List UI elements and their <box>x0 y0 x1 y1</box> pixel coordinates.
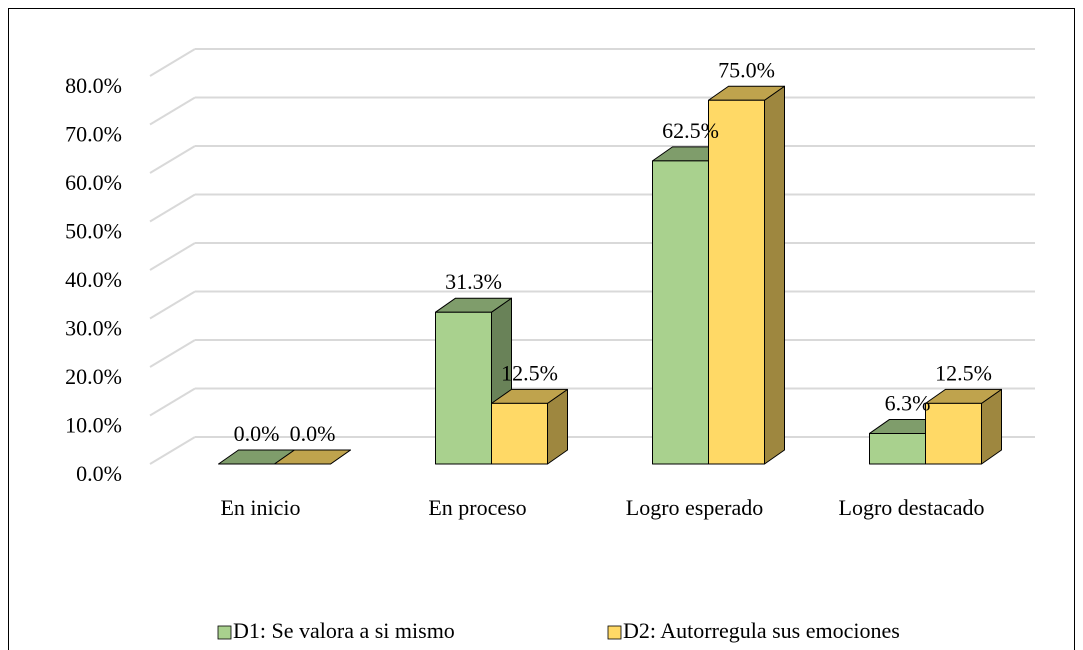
legend-label: D2: Autorregula sus emociones <box>623 618 900 643</box>
data-label: 62.5% <box>662 118 719 143</box>
bar <box>491 402 548 465</box>
grid-line <box>149 96 196 126</box>
y-tick-label: 20.0% <box>65 364 122 389</box>
grid-line <box>149 339 196 368</box>
x-tick-label: En inicio <box>220 495 301 520</box>
data-label: 31.3% <box>445 269 502 294</box>
grid-line <box>149 242 196 271</box>
legend-label: D1: Se valora a si mismo <box>233 618 455 643</box>
bar <box>435 311 492 465</box>
chart-frame <box>8 8 1075 650</box>
legend-swatch <box>607 625 622 640</box>
bar <box>925 402 982 465</box>
bar-top <box>274 449 351 465</box>
y-tick-label: 70.0% <box>65 122 122 147</box>
grid-line <box>149 145 196 174</box>
y-tick-label: 0.0% <box>76 461 122 486</box>
y-tick-label: 50.0% <box>65 219 122 244</box>
grid-line <box>149 387 196 417</box>
y-tick-label: 40.0% <box>65 267 122 292</box>
y-tick-label: 60.0% <box>65 170 122 195</box>
y-tick-label: 10.0% <box>65 413 122 438</box>
data-label: 0.0% <box>234 421 280 446</box>
data-label: 6.3% <box>885 390 931 415</box>
grid-line <box>149 436 196 465</box>
grid-line <box>149 48 196 77</box>
data-label: 0.0% <box>290 421 336 446</box>
data-label: 75.0% <box>718 57 775 82</box>
bar <box>708 99 765 465</box>
data-label: 12.5% <box>935 360 992 385</box>
bar <box>869 432 926 465</box>
legend-swatch <box>217 625 232 640</box>
x-tick-label: Logro destacado <box>838 495 985 520</box>
y-tick-label: 30.0% <box>65 316 122 341</box>
bar <box>652 160 709 465</box>
x-tick-label: En proceso <box>428 495 527 520</box>
data-label: 12.5% <box>501 360 558 385</box>
grid-line <box>149 193 196 223</box>
y-tick-label: 80.0% <box>65 73 122 98</box>
grid-line <box>149 290 196 320</box>
bar-side <box>764 85 785 465</box>
x-tick-label: Logro esperado <box>625 495 764 520</box>
